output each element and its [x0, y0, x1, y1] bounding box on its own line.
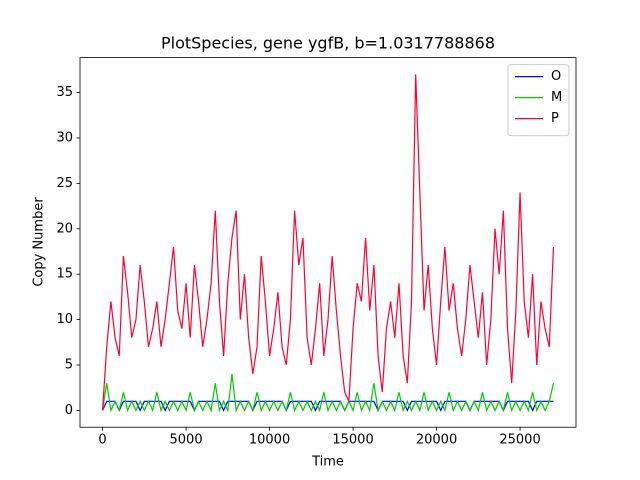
legend-box [507, 64, 570, 137]
y-tick-label: 35 [56, 85, 73, 100]
y-tick-label: 0 [65, 403, 73, 418]
y-tick-label: 20 [56, 221, 73, 236]
x-axis-label: Time [311, 455, 344, 470]
y-tick-label: 5 [65, 357, 73, 372]
chart-title: PlotSpecies, gene ygfB, b=1.0317788868 [161, 34, 495, 53]
y-tick-label: 10 [56, 312, 73, 327]
legend-label: O [551, 69, 561, 84]
legend: OMP [507, 64, 570, 137]
legend-label: P [551, 111, 559, 126]
plot-frame [79, 57, 577, 428]
y-tick-label: 30 [56, 130, 73, 145]
y-tick-label: 15 [56, 267, 73, 282]
series-line [101, 74, 555, 411]
y-axis-label: Copy Number [32, 197, 47, 287]
x-tick-label: 15000 [332, 433, 373, 448]
legend-label: M [551, 90, 562, 105]
x-tick-label: 0 [98, 433, 106, 448]
x-tick-label: 20000 [416, 433, 457, 448]
y-tick-label: 25 [56, 176, 73, 191]
series-line [102, 400, 554, 412]
x-tick-label: 5000 [170, 433, 203, 448]
x-tick-label: 10000 [249, 433, 290, 448]
x-tick-label: 25000 [499, 433, 540, 448]
series-line [101, 374, 555, 413]
